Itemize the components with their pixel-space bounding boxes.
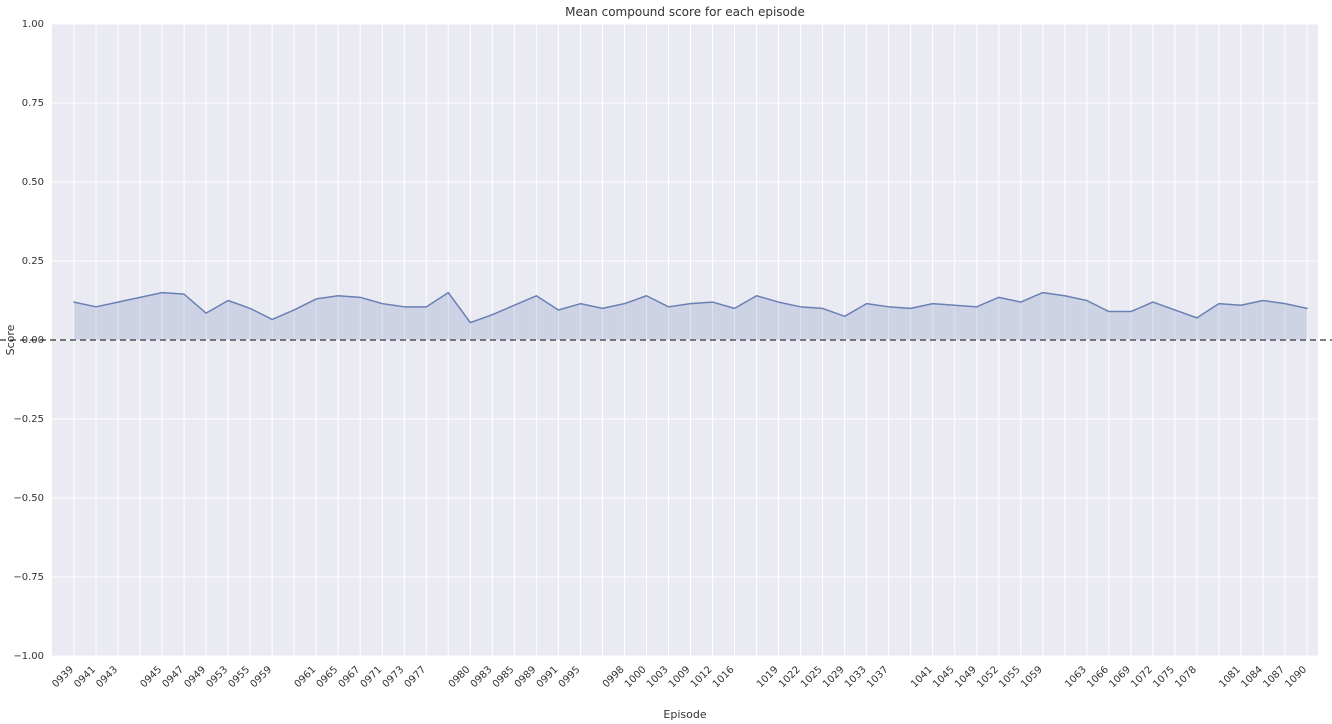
y-tick-label: 1.00 — [22, 19, 44, 30]
y-axis-label: Score — [4, 324, 17, 355]
chart-svg: −1.00−0.75−0.50−0.250.000.250.500.751.00… — [0, 0, 1332, 724]
chart-container: −1.00−0.75−0.50−0.250.000.250.500.751.00… — [0, 0, 1332, 724]
y-tick-label: −0.75 — [13, 572, 44, 583]
chart-title: Mean compound score for each episode — [565, 5, 805, 19]
y-tick-label: 0.25 — [22, 256, 44, 267]
x-axis-label: Episode — [663, 708, 706, 721]
y-tick-label: −1.00 — [13, 651, 44, 662]
y-tick-label: −0.25 — [13, 414, 44, 425]
y-tick-label: 0.75 — [22, 98, 44, 109]
y-tick-label: −0.50 — [13, 493, 44, 504]
y-tick-label: 0.50 — [22, 177, 44, 188]
